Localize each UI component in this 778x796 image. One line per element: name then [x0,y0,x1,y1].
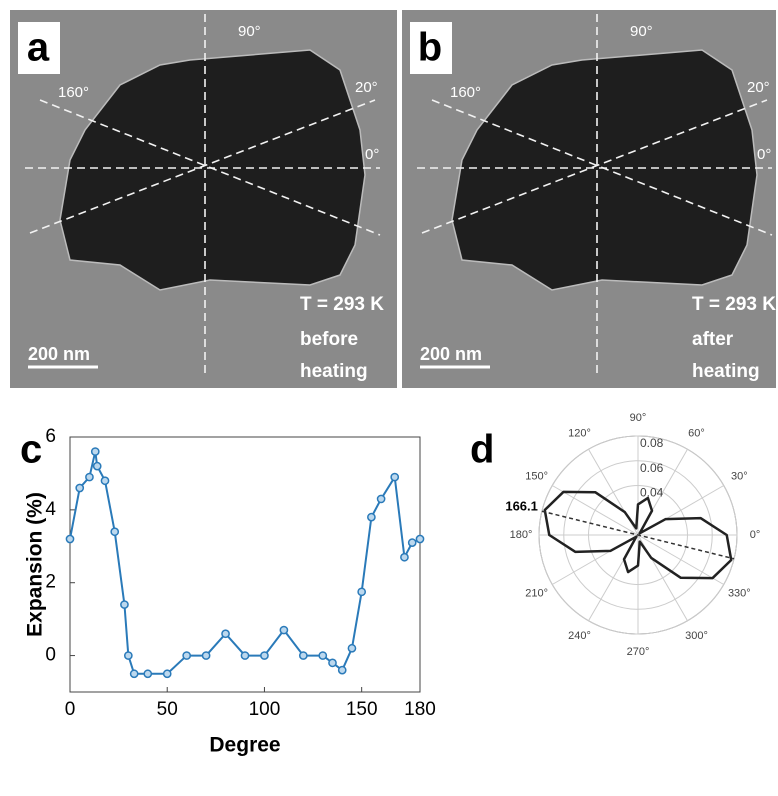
theta-tick-label: 30° [731,470,748,482]
theta-tick-label: 210° [525,587,548,599]
data-point [416,535,423,542]
y-axis-label: Expansion (%) [24,492,47,637]
r-tick-label: 0.08 [640,436,664,450]
angle-label: 20° [747,79,770,96]
theta-tick-label: 120° [568,428,591,440]
theta-tick-label: 270° [627,646,650,658]
y-tick-label: 4 [45,499,56,520]
data-point [280,626,287,633]
data-point [111,528,118,535]
theta-tick-label: 150° [525,470,548,482]
data-point [222,630,229,637]
data-point [300,652,307,659]
data-point [358,588,365,595]
data-point [203,652,210,659]
condition: before [300,329,358,350]
data-point [241,652,248,659]
x-tick-label: 150 [346,699,378,720]
panel-label: c [20,428,42,472]
y-tick-label: 6 [45,426,56,447]
scale-bar-label: 200 nm [420,344,482,364]
y-tick-label: 2 [45,572,56,593]
theta-tick-label: 60° [688,428,705,440]
theta-tick-label: 240° [568,630,591,642]
condition: heating [692,361,760,382]
x-tick-label: 180 [404,699,436,720]
page: a90°160°20°0°T = 293 Kbeforeheating200 n… [0,0,778,796]
data-point [66,535,73,542]
data-point [348,645,355,652]
data-point [121,601,128,608]
theta-tick-label: 180° [510,529,533,541]
data-point [391,473,398,480]
temperature: T = 293 K [692,294,776,315]
data-point [261,652,268,659]
angle-label: 0° [365,146,379,163]
angle-label: 160° [58,84,89,101]
angle-label: 20° [355,79,378,96]
data-point [86,473,93,480]
y-tick-label: 0 [45,645,56,666]
angle-label: 90° [630,23,653,40]
panel-label-box: b [410,22,452,74]
data-point [101,477,108,484]
data-point [409,539,416,546]
data-point [368,514,375,521]
data-point [164,670,171,677]
micrograph-panel: a 90° 160° 20° 0° T = 293 K before heating 200 n… [10,10,397,388]
angle-label: 90° [238,23,261,40]
data-point [319,652,326,659]
theta-tick-label: 0° [750,529,761,541]
panel-label: a [27,26,50,70]
data-point [92,448,99,455]
theta-tick-label: 90° [630,412,647,424]
data-point [329,659,336,666]
data-point [401,554,408,561]
data-point [378,495,385,502]
panel-label: b [418,26,442,70]
micrograph-panel: b 90° 160° 20° 0° T = 293 K after heating 200 nm [402,10,776,388]
r-tick-label: 0.06 [640,461,664,475]
data-point [94,463,101,470]
condition: after [692,329,734,350]
theta-tick-label: 300° [685,630,708,642]
x-tick-label: 50 [157,699,178,720]
theta-tick-label: 330° [728,587,751,599]
temperature: T = 293 K [300,294,384,315]
data-point [339,667,346,674]
x-tick-label: 0 [65,699,76,720]
data-point [144,670,151,677]
data-point [131,670,138,677]
data-point [76,484,83,491]
panel-label: d [470,428,494,472]
r-tick-label: 0.04 [640,486,664,500]
series-line [70,452,420,674]
angle-label: 0° [757,146,771,163]
angle-label: 160° [450,84,481,101]
scale-bar-label: 200 nm [28,344,90,364]
figure: a90°160°20°0°T = 293 Kbeforeheating200 n… [0,0,778,791]
condition: heating [300,361,368,382]
x-tick-label: 100 [249,699,281,720]
direction-label: 166.1 [505,499,538,514]
data-point [125,652,132,659]
x-axis-label: Degree [209,734,280,757]
data-point [183,652,190,659]
panel-label-box: a [18,22,60,74]
